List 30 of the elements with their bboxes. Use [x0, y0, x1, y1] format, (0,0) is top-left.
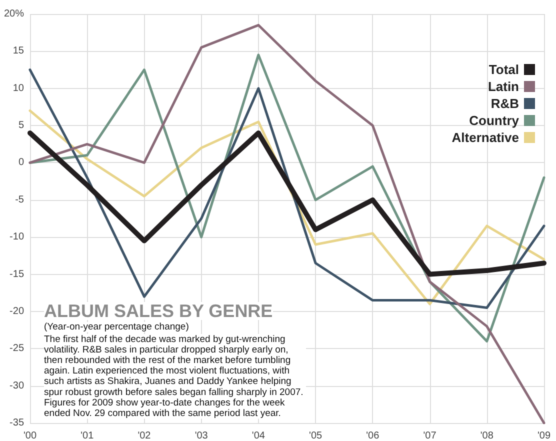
annotation: The first half of the decade was marked by gut-wrenching volatility. R&B sales in particular dropped sharply early on, then rebounded with the rest of the market before tumbling again. Latin experienced the most violent fluctuations, with such artists as Shakira, Juanes and Daddy Yankee helping spur robust growth before sales began falling sharply in 2007. Figures for 2009 show year-to-date changes for the week ended Nov. 29 compared with the same period last year.: [44, 334, 306, 419]
y-tick-label: -30: [10, 380, 24, 392]
legend-label: Latin: [488, 79, 520, 94]
legend-label: R&B: [490, 96, 519, 111]
y-tick-label: -15: [10, 268, 24, 280]
y-tick-label: -5: [15, 194, 24, 206]
x-tick-label: '09: [537, 430, 551, 441]
x-tick-label: '00: [23, 430, 37, 441]
y-tick-label: -10: [10, 232, 24, 243]
x-tick-label: '05: [309, 430, 323, 441]
y-tick-label: -20: [10, 306, 24, 317]
legend-label: Alternative: [452, 130, 519, 145]
legend-label: Total: [488, 62, 519, 77]
x-tick-label: '01: [80, 430, 94, 441]
text: ALBUM SALES BY GENRE: [44, 301, 273, 321]
x-tick-label: '08: [480, 430, 494, 441]
x-tick-label: '07: [423, 430, 437, 441]
x-tick-label: '04: [252, 430, 266, 441]
x-tick-label: '03: [194, 430, 208, 441]
x-tick-label: '06: [366, 430, 380, 441]
y-tick-label: 5: [18, 120, 24, 132]
y-tick-label: 0: [18, 157, 24, 168]
x-tick-label: '02: [138, 430, 152, 441]
y-tick-label: -35: [10, 418, 24, 428]
y-tick-label: 20%: [4, 8, 24, 20]
y-tick-label: 15: [12, 46, 24, 57]
legend-label: Country: [469, 113, 520, 128]
y-tick-label: 10: [12, 82, 24, 94]
text: (Year-on-year percentage change): [44, 322, 189, 332]
y-tick-label: -25: [10, 343, 24, 354]
